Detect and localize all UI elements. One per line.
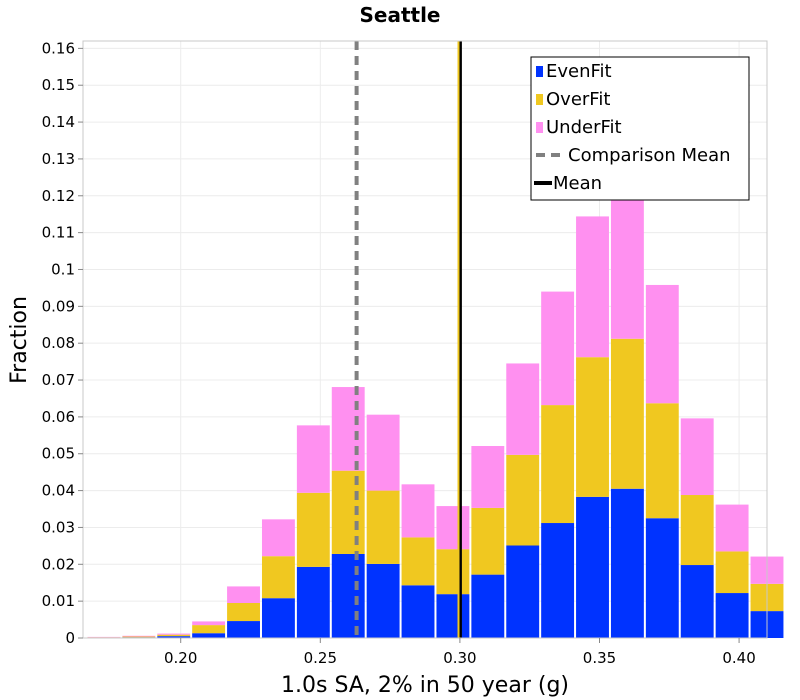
- bar-overfit: [122, 636, 156, 638]
- bar-evenfit: [715, 593, 749, 638]
- bar-overfit: [366, 490, 400, 564]
- legend-label: UnderFit: [546, 117, 622, 138]
- legend-swatch: [536, 122, 543, 133]
- x-axis-ticks: 0.20 0.25 0.30 0.35 0.40: [164, 638, 756, 667]
- y-axis-label: Fraction: [7, 296, 32, 384]
- bar-evenfit: [610, 488, 644, 638]
- y-tick-label: 0.1: [51, 260, 75, 278]
- legend: EvenFit OverFit UnderFit Comparison Mean Mea…: [530, 56, 750, 201]
- bar-overfit: [192, 625, 226, 634]
- bar-evenfit: [576, 496, 609, 638]
- x-tick-label: 0.30: [443, 649, 476, 667]
- bar-overfit: [576, 357, 609, 497]
- chart-title: Seattle: [359, 3, 440, 27]
- bar-underfit: [471, 446, 505, 508]
- bar-evenfit: [157, 636, 191, 638]
- bar-overfit: [715, 551, 749, 594]
- bar-underfit: [122, 635, 156, 637]
- y-tick-label: 0.02: [42, 555, 75, 573]
- y-tick-label: 0.05: [42, 445, 75, 463]
- y-tick-label: 0.12: [42, 187, 75, 205]
- plot-frame: [82, 40, 768, 639]
- bar-underfit: [715, 504, 749, 552]
- bar-underfit: [261, 519, 295, 557]
- legend-label: EvenFit: [546, 61, 612, 82]
- bar-underfit: [331, 387, 365, 471]
- bar-evenfit: [541, 523, 575, 638]
- bar-overfit: [506, 454, 540, 546]
- legend-label: Mean: [553, 173, 602, 194]
- y-tick-label: 0.15: [42, 76, 75, 94]
- legend-label: Comparison Mean: [568, 145, 731, 166]
- bar-underfit: [541, 291, 575, 406]
- y-tick-label: 0.09: [42, 297, 75, 315]
- bar-overfit: [401, 537, 435, 586]
- y-tick-label: 0: [65, 629, 75, 647]
- bar-overfit: [541, 405, 575, 524]
- bar-evenfit: [506, 545, 540, 638]
- x-tick-label: 0.35: [583, 649, 616, 667]
- bar-underfit: [366, 414, 400, 491]
- bar-overfit: [436, 549, 470, 595]
- bar-underfit: [436, 506, 470, 550]
- bar-evenfit: [645, 518, 679, 638]
- bar-underfit: [401, 484, 435, 538]
- bar-underfit: [506, 363, 540, 455]
- y-tick-label: 0.13: [42, 150, 75, 168]
- x-tick-label: 0.25: [304, 649, 337, 667]
- bar-evenfit: [296, 566, 330, 638]
- legend-swatch: [536, 94, 543, 105]
- legend-box: [530, 56, 750, 201]
- bar-overfit: [157, 634, 191, 637]
- bar-overfit: [261, 556, 295, 599]
- bar-evenfit: [227, 621, 260, 638]
- bar-evenfit: [471, 574, 505, 638]
- legend-swatch: [536, 66, 543, 77]
- x-tick-label: 0.40: [722, 649, 755, 667]
- y-tick-label: 0.16: [42, 39, 75, 57]
- y-tick-label: 0.07: [42, 371, 75, 389]
- bar-evenfit: [261, 598, 295, 638]
- bar-underfit: [680, 418, 714, 496]
- y-tick-label: 0.01: [42, 592, 75, 610]
- y-tick-label: 0.04: [42, 482, 75, 500]
- bar-overfit: [296, 492, 330, 567]
- mean-lines: [354, 41, 462, 638]
- bar-overfit: [331, 470, 365, 554]
- bar-underfit: [157, 633, 191, 635]
- bar-evenfit: [192, 633, 226, 638]
- bar-underfit: [645, 284, 679, 404]
- x-axis-label: 1.0s SA, 2% in 50 year (g): [281, 673, 569, 698]
- bar-overfit: [645, 403, 679, 519]
- y-tick-label: 0.14: [42, 113, 75, 131]
- y-tick-label: 0.08: [42, 334, 75, 352]
- bar-overfit: [610, 338, 644, 489]
- bar-evenfit: [331, 553, 365, 638]
- bar-evenfit: [366, 563, 400, 638]
- bar-overfit: [227, 602, 260, 622]
- bar-evenfit: [401, 585, 435, 638]
- bar-underfit: [192, 621, 226, 626]
- bar-overfit: [680, 495, 714, 566]
- x-tick-label: 0.20: [164, 649, 197, 667]
- bar-evenfit: [436, 594, 470, 638]
- bar-underfit: [610, 185, 644, 339]
- y-tick-label: 0.06: [42, 408, 75, 426]
- bar-underfit: [227, 586, 260, 603]
- bar-evenfit: [680, 565, 714, 638]
- bars: [87, 185, 784, 638]
- y-axis-ticks: 0 0.01 0.02 0.03 0.04 0.05 0.06 0.07 0.08 0.09 0.1…: [42, 39, 83, 647]
- y-tick-label: 0.03: [42, 518, 75, 536]
- y-tick-label: 0.11: [42, 224, 75, 242]
- legend-label: OverFit: [546, 89, 610, 110]
- bar-underfit: [576, 216, 609, 358]
- bar-underfit: [296, 425, 330, 493]
- bar-overfit: [471, 507, 505, 575]
